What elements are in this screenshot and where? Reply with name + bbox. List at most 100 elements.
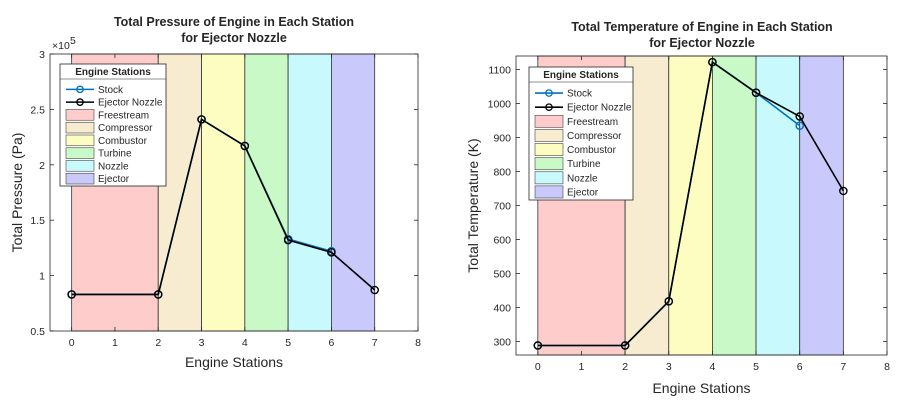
legend-entry-label: Ejector Nozzle	[567, 103, 632, 114]
legend-entry-label: Turbine	[98, 149, 132, 160]
legend-swatch-patch	[65, 121, 95, 134]
data-point-ejector-nozzle	[327, 248, 336, 257]
axes-box	[49, 53, 419, 332]
series-line-ejector-nozzle	[537, 60, 845, 347]
legend-entry-label: Nozzle	[98, 161, 129, 172]
region-turbine	[712, 55, 757, 356]
x-tick-label: 6	[797, 361, 803, 373]
legend-swatch-patch	[65, 160, 95, 172]
y-exponent-power: 5	[70, 35, 76, 47]
region-combustor	[201, 53, 246, 332]
legend-entry-label: Stock	[98, 85, 124, 96]
x-tick-label: 3	[199, 337, 205, 349]
y-tick-label: 900	[493, 133, 511, 145]
x-tick-label: 1	[112, 337, 118, 349]
legend-entry-label: Ejector Nozzle	[98, 98, 163, 109]
x-tick-label: 6	[328, 337, 334, 349]
legend-swatch-patch	[534, 185, 564, 199]
legend-entry-label: Compressor	[98, 123, 153, 134]
x-tick-label: 1	[579, 361, 585, 373]
legend-swatch-patch	[65, 147, 95, 159]
legend-entry-label: Combustor	[98, 136, 148, 147]
data-point-ejector-nozzle	[620, 341, 630, 350]
legend-swatch-patch	[534, 129, 564, 142]
x-tick-label: 8	[415, 337, 421, 349]
y-tick-label: 2	[39, 160, 45, 172]
x-tick-label: 0	[535, 361, 541, 373]
legend-swatch-marker	[545, 89, 553, 97]
region-nozzle	[755, 55, 801, 356]
x-tick-label: 4	[709, 361, 715, 373]
legend-entry-label: Compressor	[567, 131, 622, 142]
legend-swatch-patch	[65, 109, 95, 121]
chart-2: 0 1 2 3 4 5 6 7 8 300 400 500 600 700 800 900 1000 1100 To…	[465, 20, 890, 396]
legend-entry-label: Ejector	[98, 174, 130, 185]
legend-swatch-marker	[545, 103, 553, 112]
y-tick-label: 1000	[488, 99, 512, 111]
legend-entry-label: Combustor	[567, 145, 617, 156]
y-axis-label: Total Temperature (K)	[465, 138, 481, 272]
legend-swatch-marker	[76, 98, 84, 106]
series-line-ejector-nozzle	[71, 118, 376, 296]
x-tick-label: 8	[884, 361, 890, 373]
legend-entry-label: Turbine	[567, 159, 601, 170]
y-tick-label: 800	[493, 167, 511, 179]
region-nozzle	[287, 53, 332, 332]
x-tick-label: 0	[69, 337, 75, 349]
chart-title-line-2: for Ejector Nozzle	[181, 31, 287, 45]
y-exponent-label: ×10	[52, 40, 70, 52]
x-axis-label: Engine Stations	[652, 380, 750, 396]
legend-title: Engine Stations	[543, 70, 619, 81]
x-tick-label: 2	[155, 337, 161, 349]
legend-entry-label: Ejector	[567, 187, 599, 198]
y-axis-label: Total Pressure (Pa)	[9, 133, 25, 253]
legend-entry-label: Freestream	[98, 110, 149, 121]
data-point-ejector-nozzle	[370, 285, 380, 295]
x-tick-label: 5	[285, 337, 291, 349]
y-tick-label: 0.5	[30, 326, 45, 338]
y-tick-label: 1.5	[30, 215, 45, 227]
data-point-ejector-nozzle	[197, 115, 206, 124]
x-tick-label: 5	[753, 361, 759, 373]
data-point-ejector-nozzle	[795, 112, 805, 121]
data-point-stock	[795, 121, 805, 130]
data-point-ejector-nozzle	[664, 297, 674, 306]
legend-swatch-patch	[534, 157, 564, 171]
data-point-ejector-nozzle	[283, 235, 293, 245]
data-point-ejector-nozzle	[153, 290, 163, 299]
x-tick-label: 7	[840, 361, 846, 373]
legend-swatch-patch	[534, 143, 564, 156]
legend-swatch-patch	[534, 171, 564, 185]
x-tick-label: 2	[622, 361, 628, 373]
chart-title-line-1: Total Pressure of Engine in Each Station	[114, 15, 354, 29]
legend-entry-label: Nozzle	[567, 173, 598, 184]
y-tick-label: 400	[493, 302, 511, 314]
y-tick-label: 3	[39, 49, 45, 61]
y-tick-label: 600	[493, 234, 511, 246]
y-tick-label: 300	[493, 336, 511, 348]
x-axis-label: Engine Stations	[185, 354, 283, 370]
data-point-ejector-nozzle	[751, 88, 761, 97]
y-tick-label: 1100	[488, 65, 511, 77]
chart-title-line-2: for Ejector Nozzle	[649, 36, 755, 50]
legend-title: Engine Stations	[75, 67, 151, 78]
legend-swatch-patch	[65, 172, 95, 185]
data-point-ejector-nozzle	[67, 290, 76, 299]
data-point-ejector-nozzle	[533, 341, 543, 350]
region-ejector	[331, 53, 376, 332]
region-ejector	[799, 55, 844, 356]
x-tick-label: 4	[242, 337, 248, 349]
y-tick-label: 500	[493, 268, 511, 280]
x-tick-label: 3	[666, 361, 672, 373]
x-tick-label: 7	[372, 337, 378, 349]
legend-swatch-patch	[534, 114, 564, 128]
legend-swatch-patch	[65, 134, 95, 147]
data-point-ejector-nozzle	[240, 141, 250, 151]
legend-entry-label: Stock	[567, 89, 593, 100]
legend-swatch-marker	[76, 85, 84, 94]
y-tick-label: 1	[39, 271, 45, 283]
y-tick-label: 2.5	[30, 104, 45, 116]
